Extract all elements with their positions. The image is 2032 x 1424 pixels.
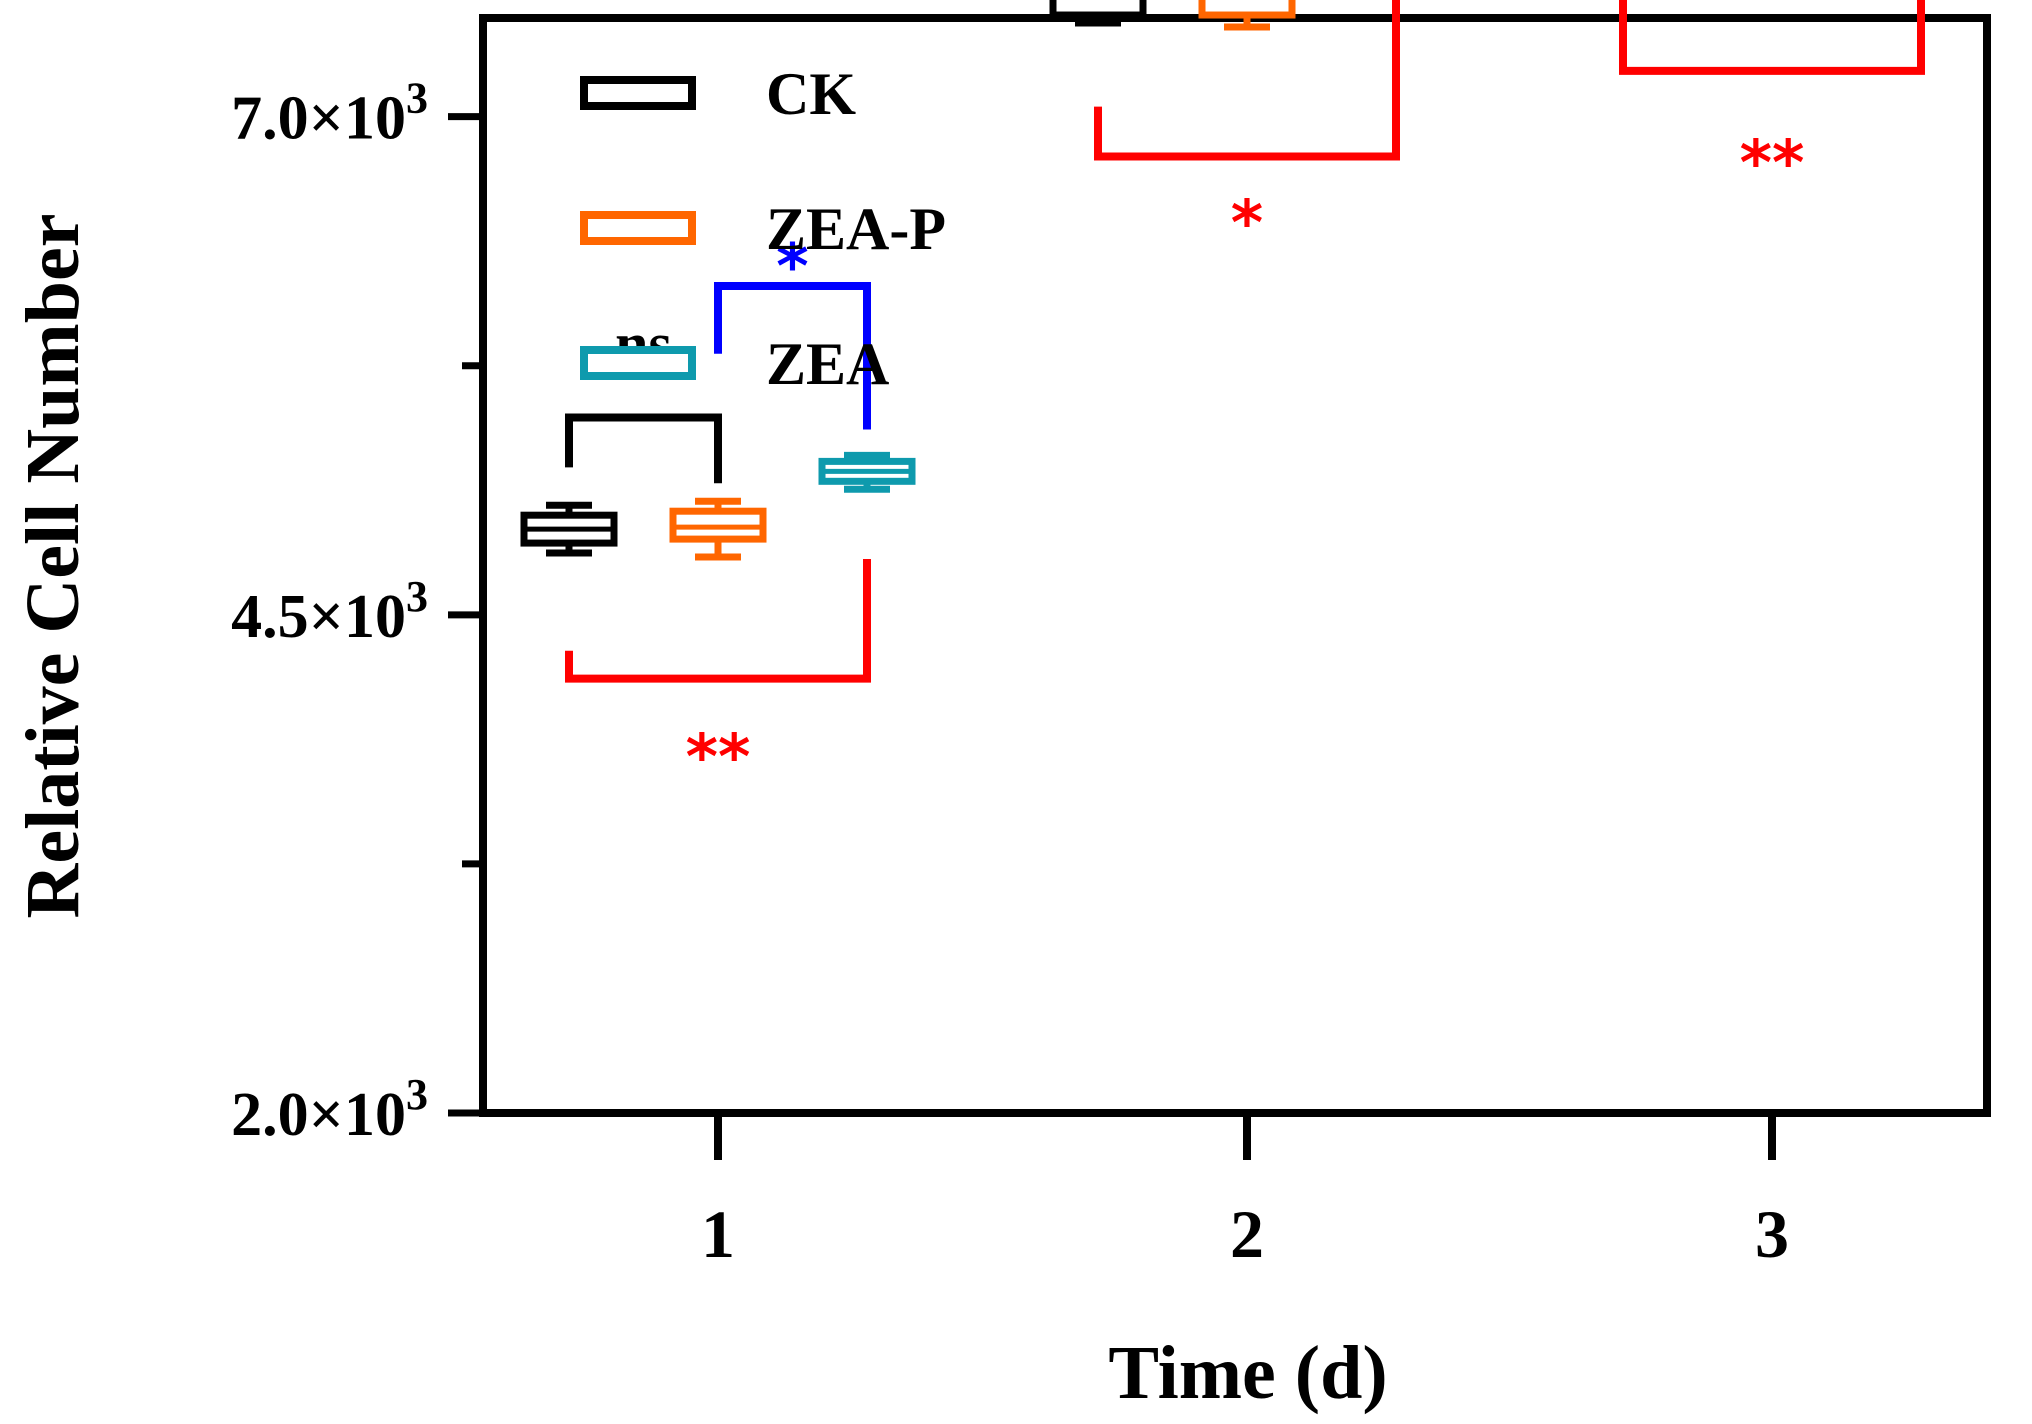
significance-ns-day-1: ns bbox=[565, 311, 722, 484]
x-tick-label: 1 bbox=[701, 1196, 735, 1272]
legend-swatch bbox=[580, 346, 696, 380]
significance-bracket bbox=[565, 559, 871, 683]
legend-item-ck: CK bbox=[580, 61, 856, 127]
significance-label: ** bbox=[686, 720, 751, 793]
legend-label: ZEA bbox=[766, 331, 889, 397]
legend: CK ZEA-P ZEA bbox=[580, 61, 946, 397]
y-tick-label: 7.0×103 bbox=[231, 74, 428, 153]
significance-label: * bbox=[1231, 186, 1263, 259]
legend-item-zea-p: ZEA-P bbox=[580, 196, 946, 262]
y-tick-label: 2.0×103 bbox=[231, 1070, 428, 1149]
significance-bracket bbox=[1619, 0, 1925, 75]
box-zea-p-day-1 bbox=[669, 497, 767, 561]
box-zea-day-1 bbox=[818, 451, 916, 493]
legend-label: CK bbox=[766, 61, 856, 127]
x-tick-label: 3 bbox=[1755, 1196, 1789, 1272]
significance-bracket bbox=[1094, 0, 1400, 161]
x-axis-title: Time (d) bbox=[1108, 1331, 1387, 1415]
significance-label: * bbox=[776, 230, 808, 303]
box-ck-day-2 bbox=[1049, 0, 1147, 27]
legend-item-zea: ZEA bbox=[580, 331, 889, 397]
y-axis-title: Relative Cell Number bbox=[11, 214, 95, 919]
significance-starstar-day-1: ** bbox=[565, 559, 871, 793]
box-zea-p-day-2 bbox=[1198, 0, 1296, 31]
x-tick-label: 2 bbox=[1230, 1196, 1264, 1272]
significance-star-day-1: * bbox=[714, 230, 871, 430]
x-axis: 1 2 3 bbox=[701, 1113, 1789, 1272]
box-iqr bbox=[1198, 0, 1296, 19]
box-ck-day-1 bbox=[520, 501, 618, 557]
legend-label: ZEA-P bbox=[766, 196, 946, 262]
legend-swatch bbox=[580, 211, 696, 245]
significance-starstar-day-3: ** bbox=[1619, 0, 1925, 200]
significance-star-day-2: * bbox=[1094, 0, 1400, 259]
y-tick-label: 4.5×103 bbox=[231, 572, 428, 651]
significance-label: ** bbox=[1740, 127, 1805, 200]
significance-bracket bbox=[565, 413, 722, 484]
significance-bracket bbox=[714, 282, 871, 430]
legend-swatch bbox=[580, 76, 696, 110]
box-iqr bbox=[1049, 0, 1147, 19]
box-series bbox=[520, 0, 1296, 561]
